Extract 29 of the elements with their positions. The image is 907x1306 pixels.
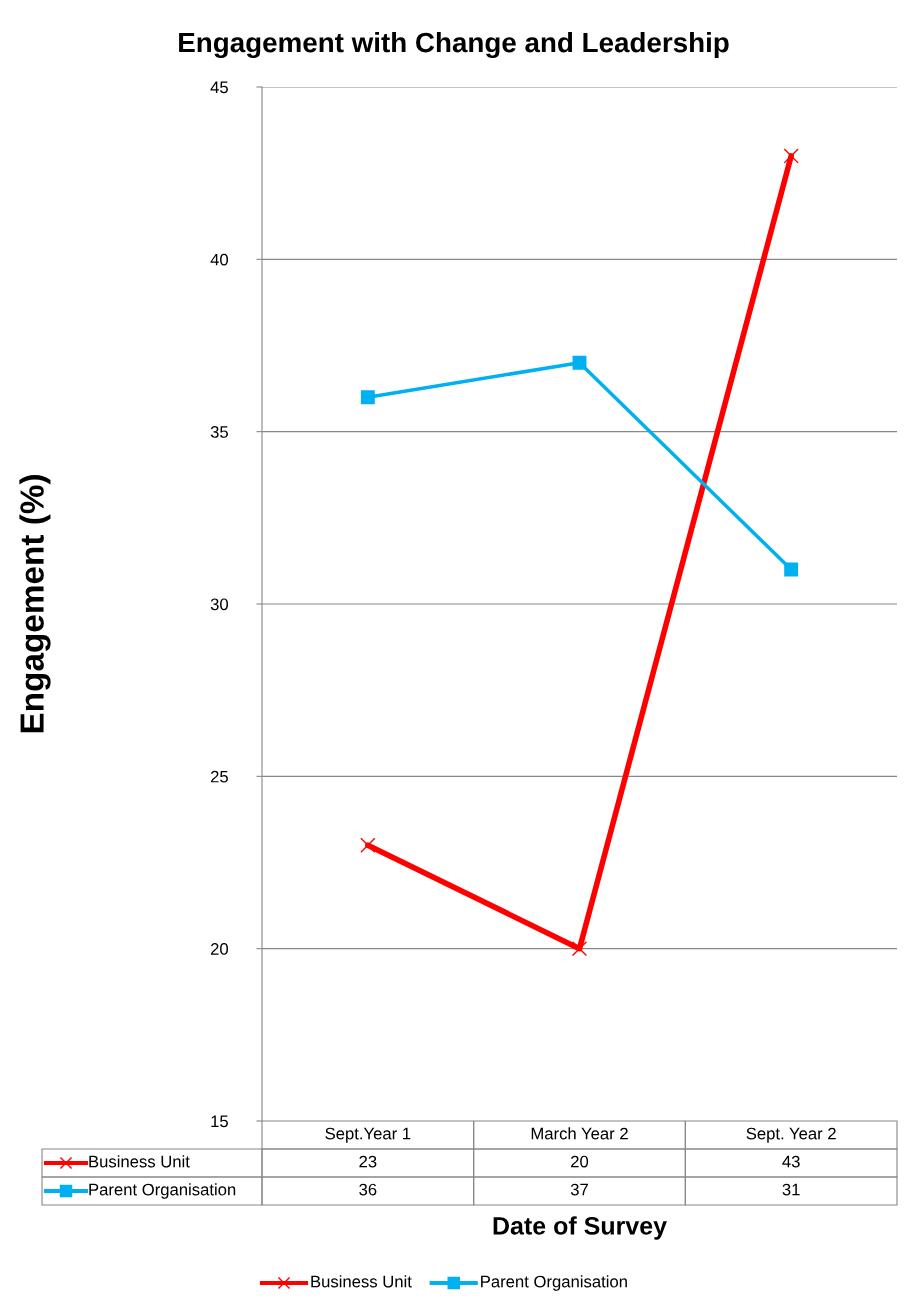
- data-label: 20: [571, 1155, 589, 1168]
- y-tick-label: 20: [210, 943, 229, 955]
- point: [571, 941, 588, 957]
- data-label: 31: [782, 1183, 800, 1196]
- text: Parent Organisation: [481, 1275, 627, 1291]
- point: [783, 148, 799, 164]
- y-tick-label: 40: [210, 253, 229, 266]
- point: [360, 837, 376, 853]
- x-tick-label: Sept. Year 2: [746, 1127, 836, 1143]
- legend-label: Business Unit: [89, 1155, 190, 1168]
- data-label: 23: [359, 1155, 377, 1168]
- y-axis-title: Engagement (%): [19, 475, 51, 733]
- y-tick-label: 15: [211, 1115, 228, 1128]
- text: Business Unit: [311, 1275, 412, 1288]
- x-axis-title: Date of Survey: [493, 1216, 667, 1240]
- chart-title: Engagement with Change and Leadership: [179, 31, 729, 59]
- data-label: 43: [782, 1155, 800, 1168]
- y-tick-label: 30: [210, 598, 229, 611]
- point: [572, 355, 587, 370]
- x-tick-label: March Year 2: [531, 1127, 628, 1140]
- point: [784, 562, 799, 577]
- y-tick-label: 25: [210, 770, 228, 783]
- data-label: 37: [570, 1183, 588, 1196]
- data-label: 36: [359, 1183, 377, 1196]
- point: [360, 390, 375, 405]
- y-tick-label: 35: [210, 426, 228, 438]
- legend-label: Parent Organisation: [89, 1183, 236, 1199]
- y-tick-label: 45: [210, 81, 228, 94]
- x-tick-label: Sept.Year 1: [325, 1127, 411, 1143]
